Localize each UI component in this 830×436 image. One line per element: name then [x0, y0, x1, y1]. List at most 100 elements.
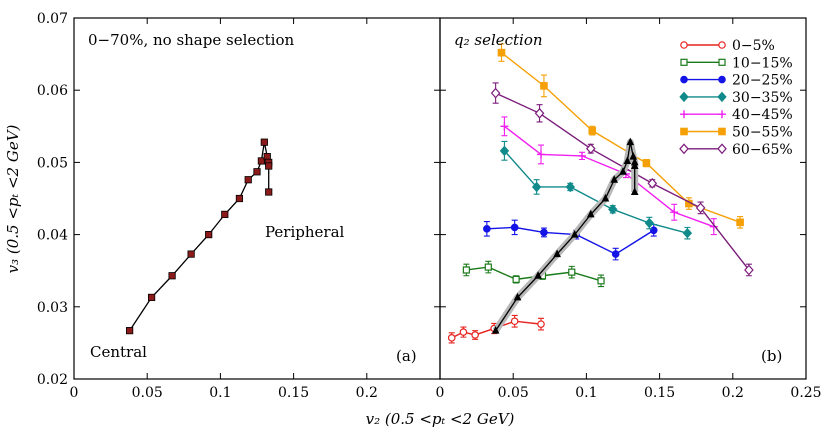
- data-point: [611, 250, 620, 258]
- data-point: [695, 202, 706, 214]
- data-point: [540, 82, 548, 90]
- data-point: [597, 277, 605, 285]
- legend-item: 0−5%: [680, 38, 775, 54]
- legend-marker: [680, 41, 688, 49]
- y-tick-label: 0.07: [37, 11, 68, 27]
- legend-marker: [718, 110, 726, 119]
- y-tick-label: 0.06: [37, 83, 68, 99]
- data-point: [630, 187, 639, 196]
- panel-b-label: (b): [761, 347, 782, 365]
- legend-marker: [680, 110, 688, 119]
- x-tick-label: 0.05: [498, 385, 529, 401]
- legend-item: 50−55%: [680, 125, 793, 141]
- panel-a-label: (a): [396, 347, 417, 365]
- legend-marker: [718, 75, 726, 84]
- data-point: [629, 152, 638, 160]
- legend-label: 10−15%: [732, 55, 793, 71]
- data-point: [534, 107, 545, 119]
- x-tick-label: 0.15: [278, 385, 309, 401]
- legend-item: 60−65%: [679, 142, 793, 158]
- data-point: [265, 188, 273, 196]
- data-point: [744, 264, 754, 276]
- series-5: [497, 43, 744, 229]
- data-point: [512, 275, 520, 283]
- data-point: [736, 218, 744, 227]
- data-point: [510, 223, 519, 232]
- data-point: [540, 228, 548, 237]
- data-point: [586, 209, 595, 218]
- data-point: [126, 327, 134, 335]
- legend-marker: [718, 58, 726, 66]
- series-line: [503, 125, 715, 228]
- series-3: [499, 140, 693, 240]
- data-point: [534, 271, 542, 279]
- legend-item: 30−35%: [679, 90, 793, 106]
- panel-b-frame: [439, 17, 807, 380]
- peripheral-label: Peripheral: [265, 223, 345, 241]
- panel-a-frame: [73, 17, 441, 380]
- data-point: [601, 193, 610, 202]
- y-tick-label: 0.02: [37, 372, 68, 388]
- data-point: [471, 331, 479, 339]
- series-line: [495, 92, 750, 271]
- legend-item: 20−25%: [680, 73, 793, 89]
- data-point: [235, 194, 244, 203]
- series-line: [503, 150, 688, 234]
- x-tick-label: 0.25: [790, 385, 821, 401]
- legend-marker: [718, 41, 726, 49]
- data-point: [484, 263, 492, 271]
- data-point: [490, 87, 501, 99]
- legend-marker: [680, 75, 688, 84]
- x-tick-label: 0.05: [132, 385, 163, 401]
- data-point: [585, 143, 596, 155]
- data-point: [670, 208, 679, 217]
- panel-a-series: [126, 138, 273, 335]
- series-line: [501, 52, 741, 223]
- series-6: [490, 82, 754, 277]
- data-point: [570, 229, 579, 238]
- data-point: [682, 227, 693, 239]
- y-tick-label: 0.03: [37, 300, 68, 316]
- legend-marker: [680, 58, 688, 66]
- data-point: [497, 48, 506, 57]
- data-point: [619, 167, 627, 175]
- series-4: [500, 116, 718, 236]
- x-tick-label: 0.15: [644, 385, 675, 401]
- series-line: [486, 226, 655, 255]
- x-tick-label: 0.2: [722, 385, 744, 401]
- legend-marker: [717, 91, 727, 103]
- data-point: [626, 137, 635, 146]
- legend-label: 60−65%: [732, 142, 793, 158]
- central-label: Central: [90, 343, 147, 361]
- y-axis-label: v₃ (0.5 <pₜ <2 GeV): [4, 124, 22, 273]
- data-point: [565, 181, 575, 193]
- legend: 0−5%10−15% 20−25%30−35%40−45% 50−55%60−65%: [679, 38, 793, 158]
- y-tick-label: 0.04: [37, 228, 68, 244]
- data-point: [531, 181, 542, 193]
- data-point: [537, 320, 545, 328]
- x-tick-label: 0.1: [209, 385, 231, 401]
- data-point: [578, 151, 587, 160]
- x-axis-label: v₂ (0.5 <pₜ <2 GeV): [366, 410, 515, 428]
- legend-marker: [718, 127, 726, 136]
- data-point: [642, 159, 651, 167]
- data-point: [447, 334, 456, 342]
- data-point: [244, 176, 252, 184]
- data-point: [253, 168, 261, 176]
- data-point: [205, 230, 213, 239]
- panel-a-annotation: 0−70%, no shape selection: [88, 31, 295, 49]
- data-point: [462, 266, 470, 274]
- series-line: [129, 142, 270, 331]
- legend-label: 20−25%: [732, 73, 793, 89]
- data-point: [553, 249, 561, 258]
- data-point: [537, 150, 546, 159]
- data-point: [588, 126, 597, 135]
- legend-marker: [679, 143, 689, 155]
- data-point: [513, 292, 522, 301]
- data-point: [644, 217, 655, 229]
- data-point: [630, 161, 639, 170]
- x-tick-label: 0.1: [575, 385, 597, 401]
- data-point: [483, 225, 491, 233]
- data-point: [260, 138, 268, 146]
